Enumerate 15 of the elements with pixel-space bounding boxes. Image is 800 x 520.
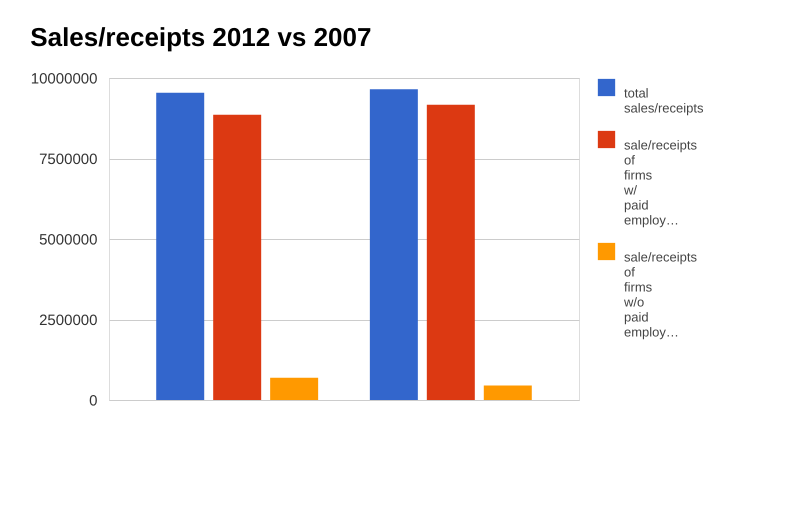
y-tick-label: 5000000 <box>39 232 98 248</box>
chart-title: Sales/receipts 2012 vs 2007 <box>30 22 372 52</box>
bar <box>213 114 262 400</box>
bar <box>370 89 418 400</box>
legend-label: sale/receipts of firms w/o paid employ… <box>623 250 698 340</box>
bar <box>426 104 475 400</box>
bar <box>156 92 204 400</box>
y-tick-label: 0 <box>89 392 98 410</box>
y-tick-label: 10000000 <box>30 70 98 88</box>
y-tick-label: 7500000 <box>39 151 98 168</box>
legend-label: sale/receipts of firms w/ paid employ… <box>623 138 698 228</box>
bar <box>484 386 532 400</box>
y-tick-label: 2500000 <box>39 312 98 329</box>
bar <box>270 378 318 400</box>
legend-label: total sales/receipts <box>624 86 704 116</box>
